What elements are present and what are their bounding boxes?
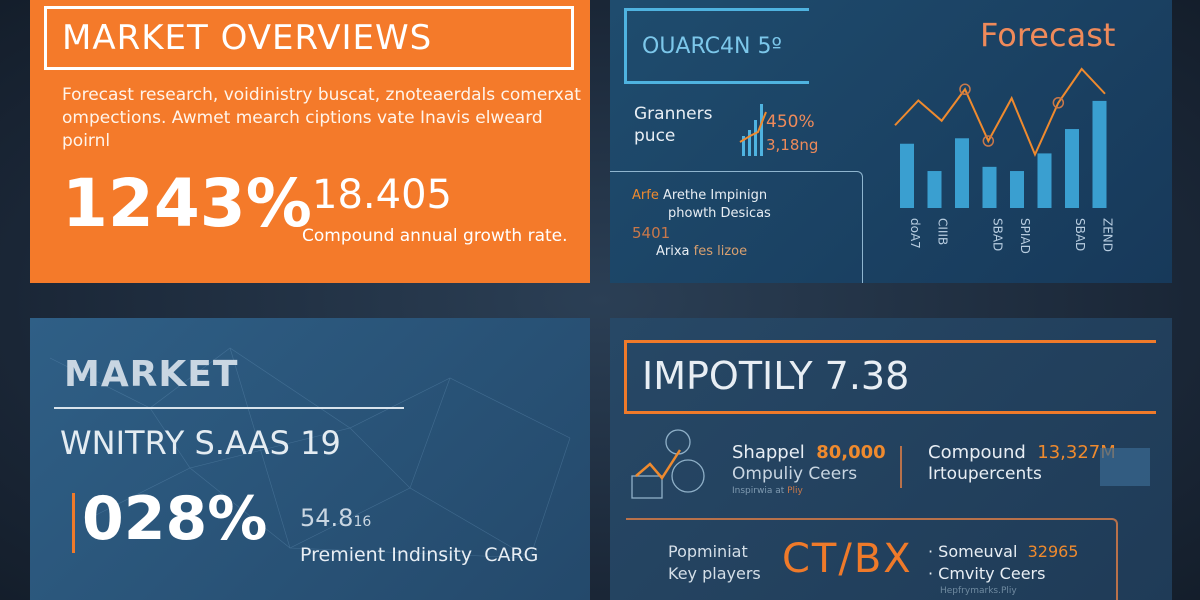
chart-category-label: CIIIB (936, 218, 950, 245)
box-line2: phowth Desicas (668, 206, 771, 221)
item1-note-text: Inspirwia at (732, 486, 785, 496)
code-frame (624, 8, 809, 84)
chart-line (894, 67, 1106, 158)
chart-category-label: SPIAD (1018, 218, 1032, 254)
growth-gears-icon (631, 429, 705, 499)
caption-accent: CARG (484, 544, 539, 566)
box-value: 5401 (632, 224, 671, 242)
players-line2: Key players (668, 564, 761, 583)
item1: Shappel 80,000 (732, 442, 886, 463)
item1-label: Shappel (732, 442, 805, 463)
overview-caption: Compound annual growth rate. (302, 226, 568, 246)
forecast-title: Forecast (980, 16, 1116, 54)
label-line1: Granners (634, 104, 713, 124)
item4-label: Cmvity Ceers (938, 564, 1046, 583)
overview-description: Forecast research, voidinistry buscat, z… (62, 85, 581, 151)
market-big-value: 028% (82, 484, 268, 554)
market-small-value: 54.816 (300, 504, 371, 532)
players-logo: CT/BX (782, 536, 913, 582)
chart-bar (927, 171, 942, 208)
impact-panel: IMPOTILY 7.38 Shappel 80,000 Ompuliy Cee… (610, 318, 1172, 600)
overview-secondary-value: 18.405 (312, 172, 452, 218)
chart-bar (1092, 100, 1107, 208)
chart-bar (1065, 129, 1079, 208)
item3: · Someuval 32965 (928, 542, 1079, 561)
box-line1: Arfe Arethe Impinign (632, 188, 767, 203)
item1-note-accent: Pliy (787, 486, 803, 496)
label-line2: puce (634, 126, 676, 146)
divider (900, 446, 902, 488)
title-frame (44, 6, 574, 70)
document-icon (1100, 448, 1150, 486)
chart-point (1052, 97, 1065, 109)
chart-point (959, 83, 971, 95)
item2-value: 13,327M (1037, 442, 1116, 463)
chart-point (982, 135, 995, 147)
chart-bar (900, 143, 914, 208)
accent-bar (72, 493, 75, 553)
box-line3-accent: fes lizoe (693, 244, 748, 259)
market-panel: MARKET WNITRY S.AAS 19 028% 54.816 Premi… (30, 318, 590, 600)
code-title: OUARC4N 5º (642, 34, 782, 59)
players-line1: Popminiat (668, 542, 748, 561)
chart-category-label: ZEND (1101, 218, 1115, 252)
item1-value: 80,000 (816, 442, 886, 463)
box-line3-text: Arixa (656, 244, 690, 259)
box-line1-accent: Arfe (632, 188, 659, 203)
chart-category-label: SBAD (991, 218, 1005, 251)
market-title: MARKET (64, 354, 239, 395)
item2-label: Compound (928, 442, 1026, 463)
item1-note: Inspirwia at Pliy (732, 486, 803, 496)
box-line3: Arixa fes lizoe (656, 244, 747, 259)
title-divider (54, 407, 404, 409)
item3-value: 32965 (1027, 542, 1079, 561)
item4-note: Hepfrymarks.Pliy (940, 586, 1017, 596)
caption-text: Premient Indinsity (300, 544, 473, 566)
item2: Compound 13,327M (928, 442, 1116, 463)
item2-sub: Irtoupercents (928, 464, 1042, 484)
overview-big-value: 1243% (62, 165, 312, 242)
forecast-panel: OUARC4N 5º Forecast Granners puce 450% 3… (610, 0, 1172, 283)
stat-value: 3,18ng (766, 136, 819, 154)
chart-category-label: doA7 (908, 218, 922, 249)
impact-title: IMPOTILY 7.38 (642, 354, 910, 398)
chart-bar (955, 138, 969, 208)
chart-bar (982, 166, 997, 208)
info-box (610, 171, 863, 283)
forecast-chart: doA7 CIIIB SBAD SPIAD SBAD ZEND (894, 67, 1115, 254)
chart-category-label: SBAD (1073, 218, 1087, 251)
box-line1-text: Arethe Impinign (662, 188, 768, 203)
chart-bar (1010, 171, 1024, 208)
item1-sub: Ompuliy Ceers (732, 464, 858, 484)
players-frame (626, 518, 1118, 600)
item3-label: Someuval (938, 542, 1018, 561)
market-subtitle: WNITRY S.AAS 19 (60, 424, 341, 462)
small-value: 54.8 (300, 504, 354, 532)
market-overview-panel: MARKET OVERVIEWS Forecast research, void… (30, 0, 590, 283)
mini-growth-chart-icon (739, 104, 767, 156)
small-suffix: 16 (353, 514, 372, 530)
overview-title: MARKET OVERVIEWS (62, 18, 433, 58)
market-caption: Premient Indinsity CARG (300, 544, 538, 566)
item4: · Cmvity Ceers (928, 564, 1046, 583)
stat-percent: 450% (766, 112, 815, 132)
chart-bar (1037, 153, 1052, 208)
title-frame (624, 340, 1156, 414)
network-background (49, 347, 571, 559)
